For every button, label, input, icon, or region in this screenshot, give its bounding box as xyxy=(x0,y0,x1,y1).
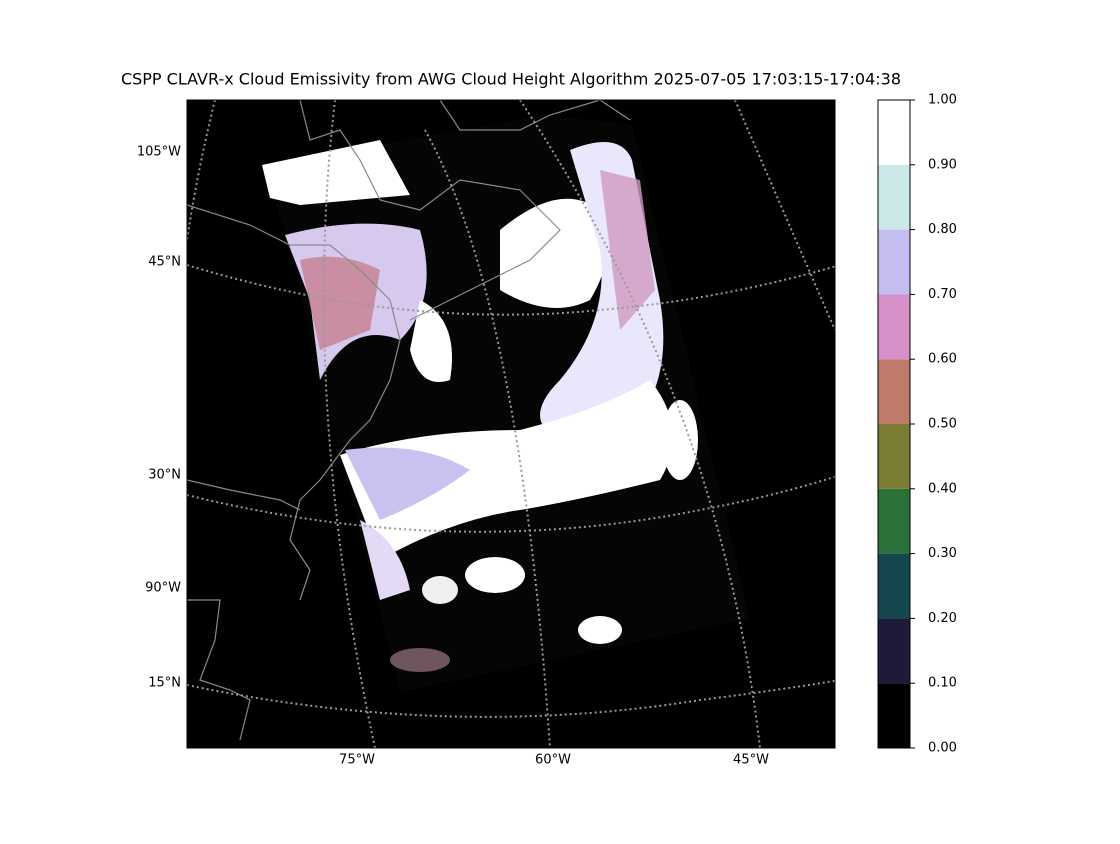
colorbar-tick-label: 0.60 xyxy=(928,352,957,367)
colorbar-tick-label: 0.30 xyxy=(928,546,957,561)
title: CSPP CLAVR-x Cloud Emissivity from AWG C… xyxy=(121,70,901,89)
colorbar-segment xyxy=(878,618,910,684)
colorbar-tick-label: 0.00 xyxy=(928,741,957,756)
colorbar-tick-label: 0.80 xyxy=(928,222,957,237)
colorbar-tick-label: 0.50 xyxy=(928,417,957,432)
map-frame xyxy=(186,99,836,749)
lon-label: 75°W xyxy=(339,753,375,768)
colorbar-tick-label: 0.90 xyxy=(928,157,957,172)
colorbar: 0.00 0.10 0.20 0.30 0.40 0.50 0.60 0.70 0.80 0.90… xyxy=(877,93,957,756)
colorbar-segment xyxy=(878,553,910,619)
colorbar-segment xyxy=(878,229,910,295)
colorbar-segment xyxy=(878,359,910,424)
colorbar-segment xyxy=(878,683,910,748)
lat-label: 105°W xyxy=(137,145,181,160)
colorbar-tick-label: 0.20 xyxy=(928,611,957,626)
lat-label: 30°N xyxy=(148,468,181,483)
lon-label: 45°W xyxy=(733,753,769,768)
map-labels: 75°W 60°W 45°W 105°W 45°N 30°N 90°W 15°N xyxy=(137,145,769,768)
colorbar-tick-label: 0.10 xyxy=(928,676,957,691)
lon-label: 60°W xyxy=(535,753,571,768)
lat-label: 45°N xyxy=(148,255,181,270)
cloud-field xyxy=(262,115,750,692)
graticule xyxy=(187,100,835,748)
map xyxy=(186,99,836,749)
colorbar-tick-label: 0.40 xyxy=(928,481,957,496)
colorbar-segment xyxy=(878,100,910,165)
colorbar-tick-label: 0.70 xyxy=(928,287,957,302)
lat-label: 90°W xyxy=(145,581,181,596)
coastlines xyxy=(187,100,631,741)
lat-label: 15°N xyxy=(148,676,181,691)
colorbar-segment xyxy=(878,424,910,489)
colorbar-segment xyxy=(878,294,910,360)
colorbar-segment xyxy=(878,488,910,554)
colorbar-segment xyxy=(878,164,910,230)
colorbar-tick-label: 1.00 xyxy=(928,93,957,108)
